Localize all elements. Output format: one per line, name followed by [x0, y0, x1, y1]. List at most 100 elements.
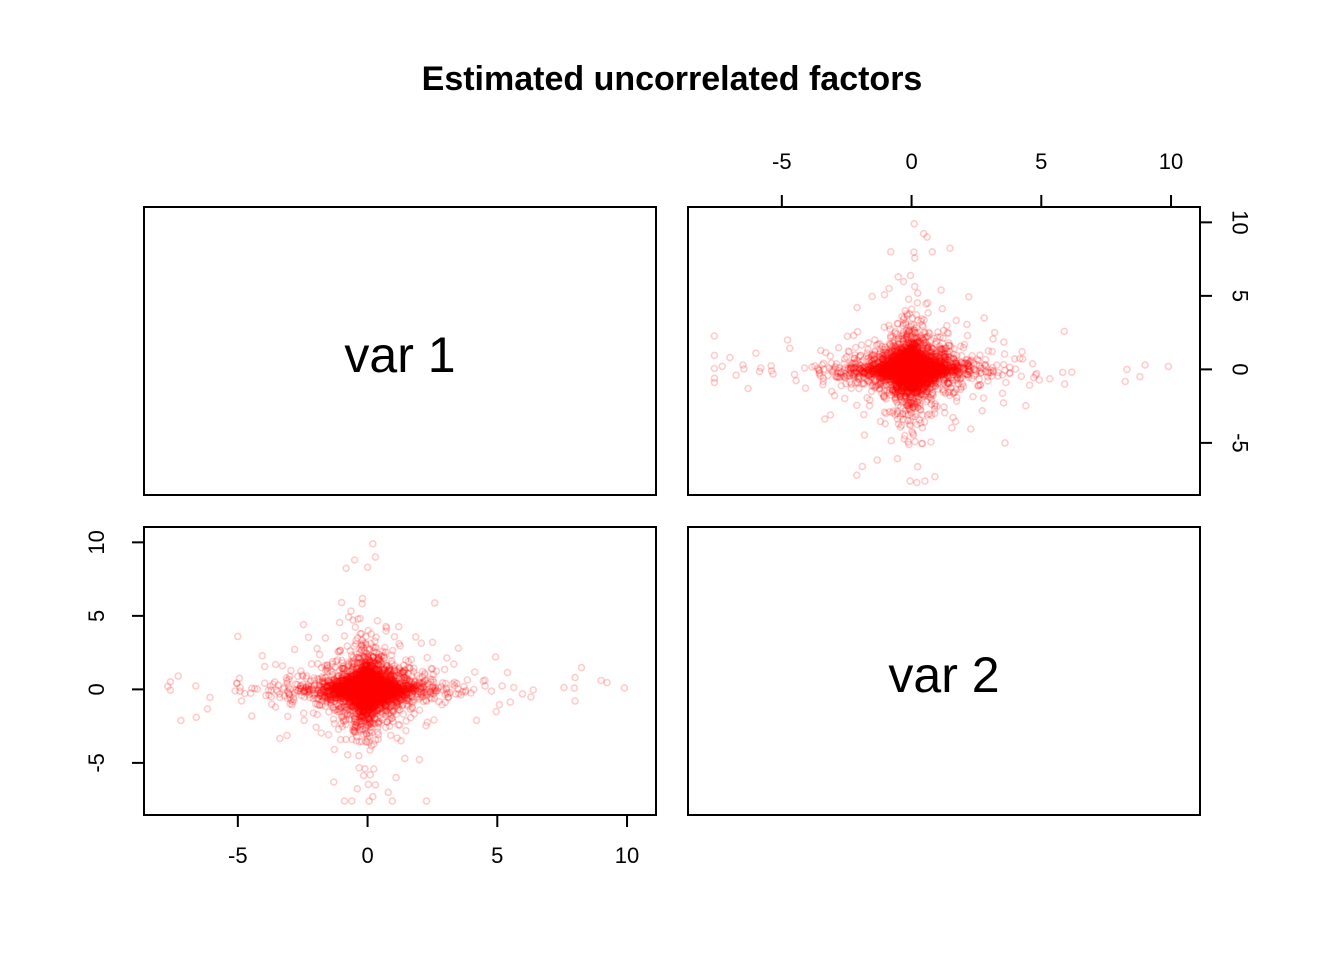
scatter-point	[908, 394, 917, 403]
scatter-point	[907, 366, 916, 375]
scatter-point	[915, 370, 924, 379]
scatter-point	[897, 361, 906, 369]
scatter-point	[864, 345, 872, 354]
scatter-point	[938, 365, 947, 374]
scatter-point	[889, 353, 898, 362]
scatter-point	[910, 248, 918, 256]
scatter-point	[910, 368, 919, 377]
scatter-point	[899, 359, 908, 368]
scatter-point	[915, 356, 924, 364]
scatter-point	[921, 358, 930, 367]
scatter-point	[879, 365, 887, 374]
scatter-point	[932, 371, 940, 379]
scatter-point	[826, 411, 835, 419]
scatter-point	[918, 374, 927, 382]
scatter-point	[905, 350, 913, 359]
scatter-point	[906, 367, 914, 375]
scatter-point	[860, 431, 869, 439]
scatter-point	[907, 367, 916, 376]
scatter-point	[914, 378, 923, 387]
scatter-point	[923, 362, 931, 370]
scatter-point	[912, 362, 920, 371]
scatter-point	[884, 355, 893, 364]
scatter-point	[916, 349, 924, 358]
scatter-point	[906, 363, 915, 372]
scatter-point	[905, 372, 914, 380]
scatter-point	[886, 373, 895, 382]
scatter-point	[906, 348, 915, 357]
scatter-point	[907, 362, 916, 371]
scatter-point	[998, 389, 1007, 398]
scatter-point	[912, 365, 921, 373]
scatter-point	[905, 364, 914, 373]
scatter-point	[889, 363, 898, 372]
scatter-point	[916, 371, 925, 380]
scatter-point	[877, 369, 886, 377]
scatter-point	[896, 360, 905, 369]
scatter-point	[925, 352, 933, 361]
scatter-point	[907, 360, 916, 369]
scatter-point	[901, 372, 910, 381]
scatter-point	[891, 352, 900, 361]
scatter-point	[890, 376, 899, 384]
scatter-point	[912, 367, 921, 376]
scatter-point	[893, 374, 902, 383]
scatter-point	[974, 382, 983, 390]
scatter-point	[914, 373, 923, 382]
scatter-point	[888, 332, 897, 341]
scatter-point	[900, 374, 908, 382]
scatter-point	[893, 362, 902, 371]
scatter-point	[907, 385, 915, 394]
scatter-point	[881, 367, 890, 376]
scatter-point	[915, 387, 923, 396]
scatter-point	[907, 367, 916, 376]
scatter-point	[939, 354, 948, 362]
scatter-point	[912, 359, 921, 368]
scatter-point	[914, 361, 923, 370]
scatter-point	[888, 371, 897, 380]
scatter-point	[941, 365, 950, 374]
scatter-point	[907, 361, 916, 370]
scatter-point	[940, 408, 949, 417]
scatter-point	[905, 371, 914, 380]
scatter-point	[910, 352, 919, 361]
scatter-point	[938, 346, 947, 354]
scatter-point	[911, 366, 920, 375]
scatter-point	[878, 355, 887, 364]
panel-diagonal-var1: var 1	[143, 206, 657, 496]
scatter-point	[917, 376, 926, 385]
scatter-point	[909, 361, 918, 369]
scatter-point	[950, 369, 959, 377]
scatter-point	[896, 362, 905, 371]
scatter-point	[916, 362, 925, 370]
scatter-point	[922, 356, 931, 365]
scatter-point	[904, 364, 913, 373]
scatter-point	[885, 366, 894, 374]
scatter-point	[1018, 355, 1027, 363]
scatter-point	[999, 399, 1008, 407]
scatter-point	[902, 369, 911, 378]
scatter-point	[877, 372, 886, 380]
scatter-point	[905, 371, 913, 380]
scatter-point	[940, 346, 949, 355]
scatter-point	[908, 359, 917, 368]
scatter-point	[937, 362, 946, 371]
scatter-point	[873, 456, 882, 464]
scatter-point	[905, 348, 914, 357]
scatter-point	[909, 373, 918, 381]
scatter-point	[946, 391, 954, 400]
scatter-point	[909, 357, 917, 366]
scatter-point	[912, 364, 920, 373]
scatter-point	[926, 393, 935, 402]
scatter-point	[885, 358, 894, 367]
scatter-point	[915, 364, 924, 373]
scatter-point	[939, 357, 948, 365]
scatter-point	[906, 372, 915, 380]
scatter-point	[910, 361, 919, 369]
scatter-point	[851, 343, 860, 352]
scatter-point	[908, 427, 916, 436]
scatter-point	[906, 389, 914, 398]
scatter-point	[910, 358, 918, 366]
scatter-point	[908, 359, 917, 368]
scatter-point	[902, 372, 911, 380]
